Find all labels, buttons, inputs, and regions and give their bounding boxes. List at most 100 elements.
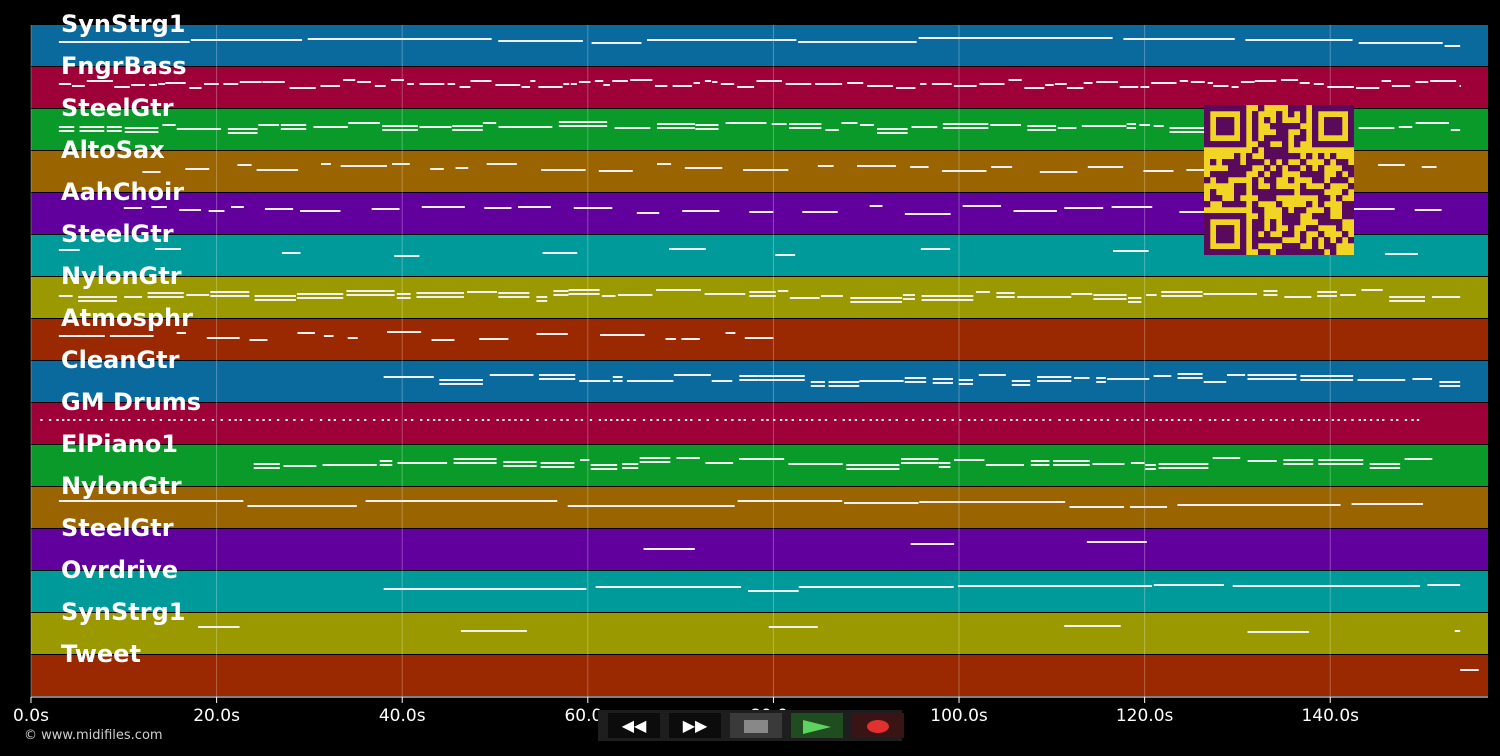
note-mark: [720, 83, 735, 85]
note-mark: [1390, 419, 1393, 421]
note-mark: [536, 296, 548, 298]
record-button[interactable]: [852, 713, 904, 738]
note-mark: [738, 419, 741, 421]
note-mark: [346, 290, 395, 292]
note-mark: [58, 126, 75, 128]
note-mark: [657, 123, 695, 125]
note-mark: [958, 383, 974, 385]
note-mark: [1439, 385, 1461, 387]
note-mark: [1203, 381, 1227, 383]
note-mark: [58, 500, 244, 502]
note-mark: [1153, 125, 1164, 127]
note-mark: [264, 208, 294, 210]
note-mark: [1052, 460, 1090, 462]
note-mark: [466, 419, 470, 421]
note-mark: [109, 335, 154, 337]
note-mark: [357, 81, 372, 83]
note-mark: [589, 419, 593, 421]
note-mark: [1096, 377, 1106, 379]
note-mark: [612, 376, 623, 378]
note-mark: [901, 462, 939, 464]
note-mark: [498, 292, 530, 294]
note-mark: [453, 462, 497, 464]
note-mark: [262, 81, 285, 83]
note-mark: [1398, 126, 1413, 128]
note-mark: [128, 419, 131, 421]
note-mark: [289, 87, 316, 89]
note-mark: [451, 419, 455, 421]
note-mark: [1213, 85, 1229, 87]
note-mark: [636, 212, 660, 214]
note-mark: [79, 130, 105, 132]
note-mark: [155, 248, 181, 250]
note-mark: [1236, 419, 1239, 421]
note-mark: [1096, 81, 1119, 83]
note-mark: [737, 86, 755, 88]
play-button[interactable]: [791, 713, 843, 738]
note-mark: [475, 419, 478, 421]
fast-forward-button[interactable]: ▶▶: [669, 713, 721, 738]
note-mark: [560, 419, 563, 421]
track-label: AltoSax: [61, 136, 165, 164]
note-mark: [1087, 166, 1124, 168]
note-mark: [654, 85, 668, 87]
note-mark: [323, 335, 334, 337]
note-mark: [1281, 79, 1299, 81]
note-mark: [682, 210, 720, 212]
note-mark: [280, 128, 307, 130]
note-mark: [1299, 82, 1310, 84]
track-lane: [31, 487, 1488, 528]
play-icon: [803, 719, 831, 734]
note-mark: [460, 630, 527, 632]
note-mark: [364, 419, 367, 421]
note-mark: [390, 79, 404, 81]
note-mark: [1207, 82, 1213, 84]
note-mark: [1107, 378, 1150, 380]
note-mark: [1283, 463, 1314, 465]
note-mark: [704, 293, 746, 295]
note-mark: [844, 502, 919, 504]
note-mark: [979, 83, 1005, 85]
note-mark: [445, 419, 449, 421]
note-mark: [1376, 419, 1379, 421]
note-mark: [1100, 419, 1103, 421]
note-mark: [712, 81, 718, 83]
note-mark: [857, 165, 896, 167]
note-mark: [517, 206, 551, 208]
track-label: FngrBass: [61, 52, 187, 80]
note-mark: [626, 380, 674, 382]
note-mark: [1391, 85, 1411, 87]
stop-button[interactable]: [730, 713, 782, 738]
note-mark: [603, 84, 610, 86]
note-mark: [319, 419, 323, 421]
note-mark: [1153, 375, 1172, 377]
note-mark: [1300, 379, 1354, 381]
note-mark: [78, 300, 117, 302]
note-mark: [616, 419, 619, 421]
note-mark: [953, 85, 977, 87]
note-mark: [921, 295, 974, 297]
note-mark: [237, 164, 252, 166]
note-mark: [1080, 419, 1083, 421]
note-mark: [249, 339, 268, 341]
note-mark: [1083, 82, 1093, 84]
note-mark: [1318, 419, 1321, 421]
time-tick-label: 0.0s: [13, 706, 49, 726]
note-mark: [1069, 506, 1125, 508]
note-mark: [143, 419, 146, 421]
rewind-icon: ◀◀: [621, 716, 647, 735]
note-mark: [538, 86, 563, 88]
note-mark: [1263, 294, 1278, 296]
note-mark: [248, 419, 251, 421]
note-mark: [159, 419, 163, 421]
note-mark: [481, 419, 485, 421]
note-mark: [419, 83, 445, 85]
note-mark: [147, 292, 184, 294]
note-mark: [176, 128, 221, 130]
note-mark: [570, 83, 577, 85]
note-mark: [124, 131, 159, 133]
note-mark: [1094, 419, 1097, 421]
note-mark: [421, 206, 465, 208]
note-mark: [508, 419, 511, 421]
rewind-button[interactable]: ◀◀: [608, 713, 660, 738]
